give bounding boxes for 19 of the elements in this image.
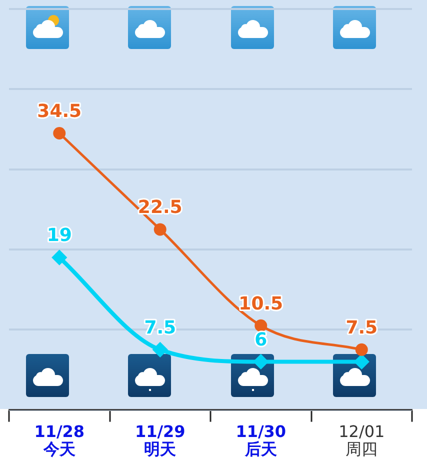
data-label: 7.5: [144, 317, 176, 338]
data-label: 7.5: [346, 317, 378, 338]
data-label: 19: [46, 225, 72, 246]
point: [354, 354, 369, 369]
data-label: 34.5: [37, 100, 82, 122]
point: [355, 343, 368, 356]
point: [154, 223, 166, 236]
x-tick-label: 11/28 今天: [34, 422, 85, 458]
data-label: 10.5: [238, 293, 284, 314]
point: [254, 354, 268, 369]
point: [254, 319, 268, 332]
data-label: 6: [254, 329, 268, 350]
data-label: 22.5: [138, 197, 182, 218]
point: [53, 127, 66, 140]
point: [52, 250, 66, 264]
point: [153, 342, 168, 357]
x-tick-label: 11/29 明天: [134, 422, 186, 458]
x-tick-label: 12/01 周四: [338, 422, 385, 458]
x-tick-label: 11/30 后天: [236, 422, 286, 458]
